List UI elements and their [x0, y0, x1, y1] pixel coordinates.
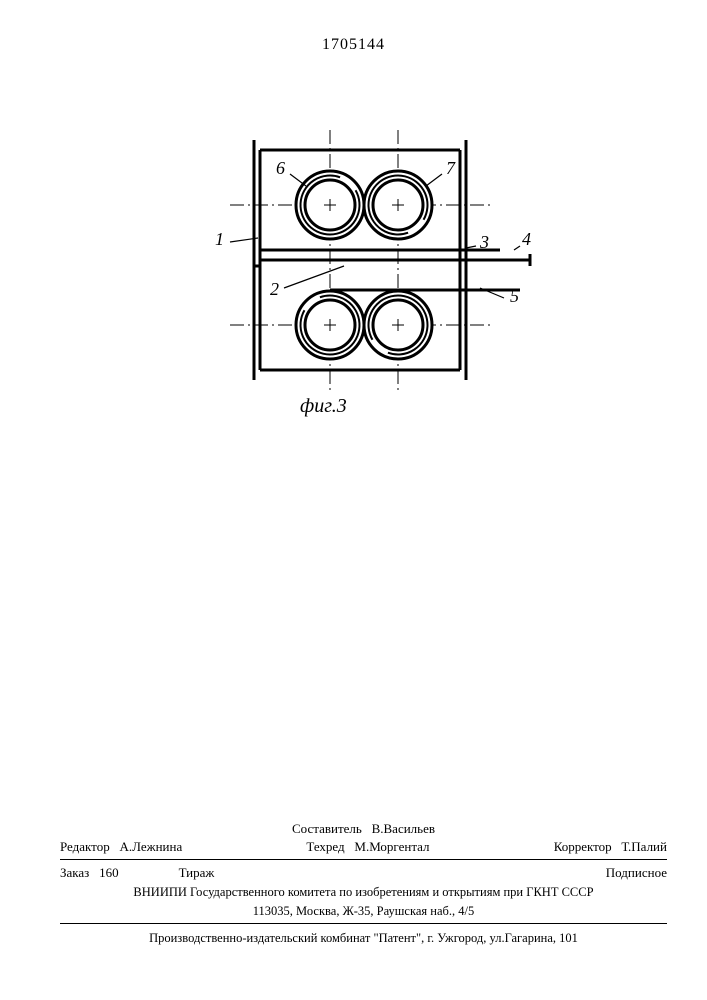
compiler-name: В.Васильев — [372, 821, 435, 836]
compiler-label: Составитель — [292, 821, 362, 836]
printer-line: Производственно-издательский комбинат "П… — [60, 930, 667, 947]
order-number: 160 — [99, 865, 119, 880]
svg-text:1: 1 — [215, 229, 224, 249]
credits-block: Составитель В.Васильев Редактор А.Лежнин… — [60, 820, 667, 947]
techred-label: Техред — [306, 839, 344, 854]
svg-text:7: 7 — [446, 158, 456, 178]
org-line-1: ВНИИПИ Государственного комитета по изоб… — [60, 884, 667, 901]
figure-3: 1 2 3 4 5 6 7 — [170, 130, 550, 410]
divider-1 — [60, 859, 667, 860]
tirazh-label: Тираж — [179, 864, 215, 882]
order-label: Заказ — [60, 865, 89, 880]
svg-text:2: 2 — [270, 279, 279, 299]
subscription-label: Подписное — [606, 864, 667, 882]
divider-2 — [60, 923, 667, 924]
corrector-label: Корректор — [554, 839, 612, 854]
techred-name: М.Моргентал — [354, 839, 429, 854]
editor-label: Редактор — [60, 839, 110, 854]
svg-text:6: 6 — [276, 158, 285, 178]
corrector-name: Т.Палий — [621, 839, 667, 854]
document-number: 1705144 — [0, 36, 707, 54]
svg-text:3: 3 — [479, 232, 489, 252]
figure-caption: фиг.3 — [300, 395, 347, 418]
svg-text:4: 4 — [522, 229, 531, 249]
svg-text:5: 5 — [510, 286, 519, 306]
editor-name: А.Лежнина — [119, 839, 182, 854]
org-line-2: 113035, Москва, Ж-35, Раушская наб., 4/5 — [60, 903, 667, 920]
